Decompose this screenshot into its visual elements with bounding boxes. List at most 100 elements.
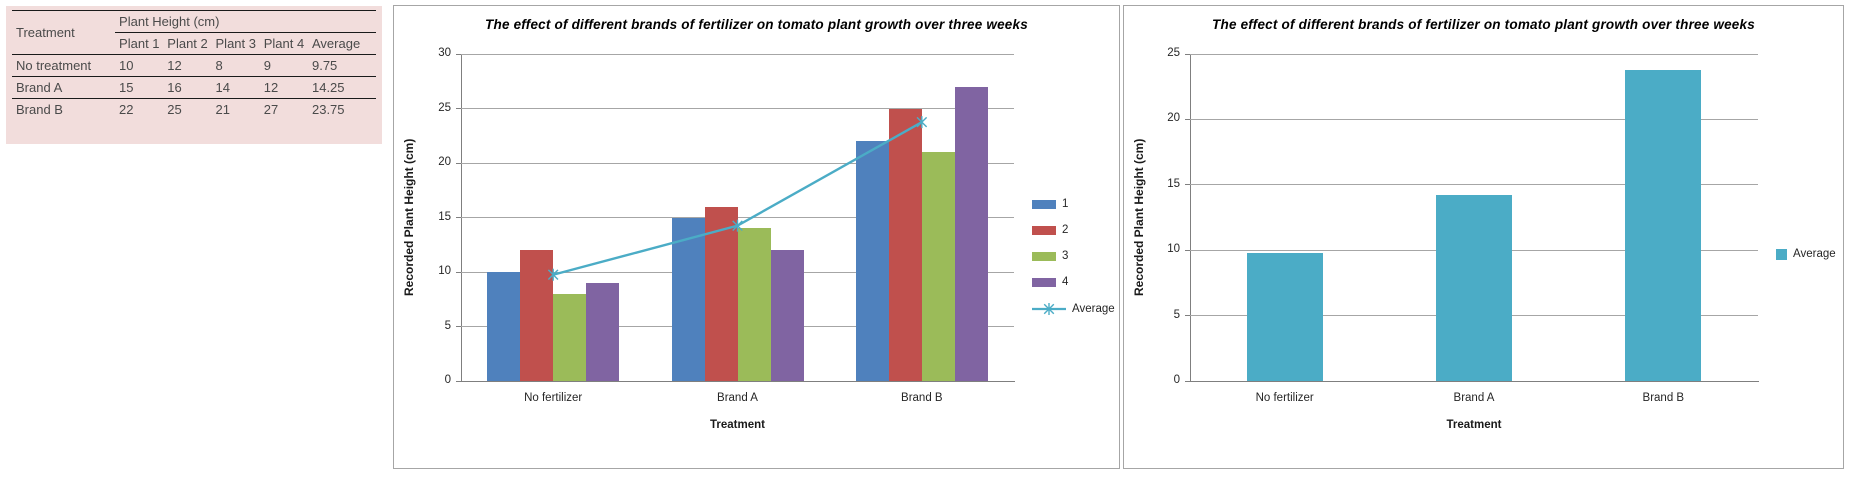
y-tick-mark [456,162,461,164]
y-tick-label: 30 [438,47,451,59]
table-row-brand-b: Brand B 22 25 21 27 23.75 [12,99,376,121]
table-subheader-plant-2: Plant 2 [163,32,212,55]
table-header-row-group: Treatment Plant Height (cm) [12,10,376,55]
y-tick-mark [456,53,461,55]
bar-1-brand-b [855,141,889,381]
chart-title: The effect of different brands of fertil… [1212,17,1755,32]
chart-legend: Average [1776,248,1836,260]
cell-value: 23.75 [311,102,345,117]
legend-label: 1 [1062,198,1069,210]
legend-item-2: 2 [1032,224,1115,236]
bar-3-no-fertilizer [553,293,587,381]
bar-2-brand-b [888,108,922,381]
category-label-no-fertilizer: No fertilizer [524,392,583,404]
chart-title: The effect of different brands of fertil… [485,17,1028,32]
bar-average-brand-a [1436,194,1512,381]
bar-4-brand-b [954,86,988,381]
bar-1-brand-a [671,217,705,381]
y-tick-label: 25 [1167,47,1180,59]
y-tick-mark [1185,184,1190,186]
table-subheader-plant-1: Plant 1 [115,32,164,55]
category-label-no-fertilizer: No fertilizer [1255,392,1314,404]
legend-item-3: 3 [1032,250,1115,262]
table-subheader-plant-4: Plant 4 [259,32,308,55]
bar-2-brand-a [704,206,738,381]
cell-value: 9.75 [307,54,376,77]
category-label-brand-a: Brand A [1453,392,1495,404]
legend-item-average: Average [1776,248,1836,260]
y-tick-label: 10 [1167,243,1180,256]
legend-item-4: 4 [1032,276,1115,288]
cell-value: 14.25 [307,76,376,99]
bar-3-brand-a [737,228,771,381]
table-subheader-average: Average [307,32,376,55]
legend-line-swatch [1032,303,1066,315]
y-axis-title: Recorded Plant Height (cm) [402,138,416,297]
y-tick-mark [1185,249,1190,251]
table-corner-header: Treatment [12,10,116,55]
cell-value: 9 [259,54,308,77]
legend-item-average: Average [1032,302,1115,316]
row-label: Brand A [12,76,116,99]
y-tick-label: 0 [1173,374,1180,386]
bar-4-brand-a [770,250,804,381]
table-row-brand-a: Brand A 15 16 14 12 14.25 [12,76,376,99]
y-tick-label: 25 [438,101,451,114]
y-tick-label: 0 [444,374,451,386]
bar-3-brand-b [921,152,955,381]
bar-average-brand-b [1625,70,1702,381]
y-tick-label: 5 [1173,308,1180,321]
cell-value: 12 [259,76,308,99]
cell-value: 16 [163,76,212,99]
y-tick-mark [456,108,461,109]
y-tick-mark [456,380,461,382]
bar-4-no-fertilizer [586,282,620,381]
chart-legend: 1 2 3 4 Average [1032,198,1115,316]
gridline [461,108,1014,109]
legend-label: 4 [1062,276,1069,288]
table-subheader-plant-3: Plant 3 [211,32,260,55]
cell-value: 21 [215,102,230,117]
cell-value: 27 [263,102,279,117]
bar-2-no-fertilizer [520,250,554,381]
legend-color-swatch [1776,248,1787,260]
category-label-brand-b: Brand B [901,392,943,404]
cell-value: 14 [211,76,260,99]
y-tick-mark [456,271,461,273]
gridline [1190,53,1758,55]
legend-label: 2 [1062,224,1069,236]
y-tick-label: 20 [1167,112,1180,125]
legend-color-swatch [1032,225,1056,235]
table-group-header: Plant Height (cm) [115,10,376,33]
x-axis-title: Treatment [710,419,765,431]
gridline [461,53,1014,55]
y-tick-mark [456,217,461,218]
cell-value: 12 [163,54,212,77]
legend-label: Average [1793,248,1836,260]
bar-1-no-fertilizer [487,272,521,381]
y-tick-mark [1185,315,1190,317]
legend-label: 3 [1062,250,1069,262]
treatment-data-table-panel: Treatment Plant Height (cm) Plant 1 Plan… [6,6,382,144]
y-tick-mark [1185,380,1190,382]
plot-area [1190,54,1759,382]
treatment-data-table: Treatment Plant Height (cm) Plant 1 Plan… [12,10,376,120]
grouped-bar-chart-panel: The effect of different brands of fertil… [393,5,1120,469]
legend-color-swatch [1032,277,1056,287]
y-tick-mark [456,326,461,327]
legend-item-1: 1 [1032,198,1115,210]
x-axis-title: Treatment [1446,419,1502,431]
cell-value: 25 [167,102,182,117]
legend-label: Average [1072,303,1115,315]
cell-value: 8 [211,54,260,77]
category-label-brand-b: Brand B [1642,392,1685,404]
cell-value: 15 [115,76,164,99]
y-tick-label: 20 [438,156,451,168]
y-tick-label: 10 [438,265,451,277]
row-label: No treatment [12,54,116,77]
y-tick-mark [1185,118,1190,120]
table-header-row-sub: Plant 1 Plant 2 Plant 3 Plant 4 Average [12,32,376,55]
gridline [1190,118,1758,120]
y-tick-mark [1185,53,1190,55]
